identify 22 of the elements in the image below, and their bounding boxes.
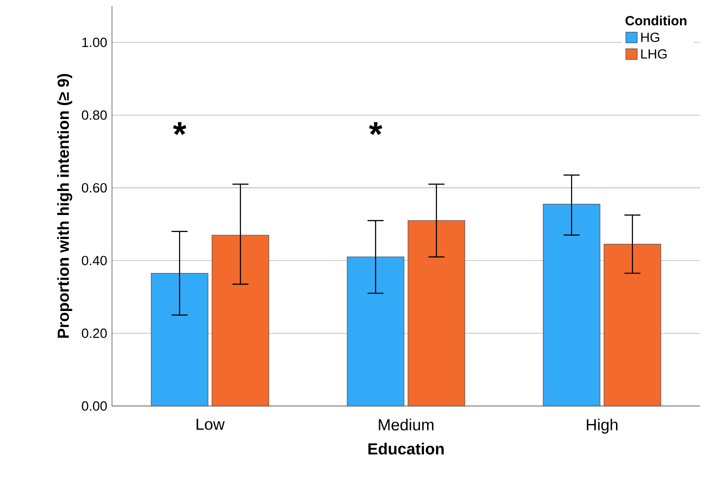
x-tick-label: Low — [196, 418, 225, 430]
bar — [212, 234, 270, 406]
y-tick-label: 0.60 — [82, 183, 107, 193]
bar — [542, 204, 600, 406]
y-tick-label: 0.20 — [82, 328, 107, 338]
bar — [604, 244, 662, 406]
x-tick-label: High — [586, 418, 618, 434]
y-tick-label: 0.80 — [82, 110, 107, 120]
bar — [150, 273, 208, 406]
annotation: * — [172, 122, 186, 135]
legend-title: Condition — [626, 16, 686, 26]
annotation: * — [368, 122, 382, 135]
bar — [346, 256, 404, 406]
y-axis-title: Proportion with high intention (≥ 9) — [57, 74, 72, 338]
legend-label: LHG — [641, 49, 667, 59]
y-tick-label: 1.00 — [82, 38, 107, 48]
y-tick-label: 0.00 — [82, 401, 107, 411]
y-tick-label: 0.40 — [82, 256, 107, 266]
legend-label: HG — [641, 32, 660, 42]
bar — [408, 220, 466, 406]
x-axis-title: Education — [368, 442, 444, 455]
x-tick-label: Medium — [378, 418, 434, 430]
